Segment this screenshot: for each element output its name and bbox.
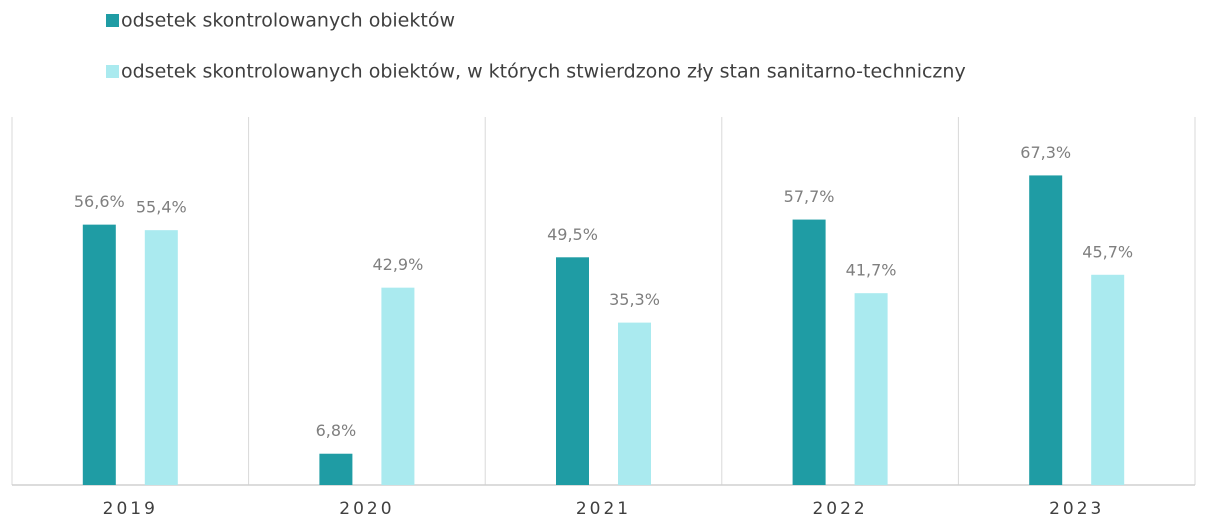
data-label: 67,3%: [1020, 143, 1071, 162]
bar: [792, 219, 826, 485]
bar: [618, 322, 651, 485]
x-tick-label: 2021: [576, 499, 631, 519]
data-label: 35,3%: [609, 290, 660, 309]
bar: [1091, 274, 1125, 485]
legend-label: odsetek skontrolowanych obiektów, w któr…: [121, 61, 966, 83]
bar: [381, 287, 415, 485]
legend-swatch: [106, 65, 119, 78]
x-tick-label: 2019: [103, 499, 158, 519]
data-label: 45,7%: [1082, 242, 1133, 261]
x-tick-label: 2023: [1049, 499, 1104, 519]
data-label: 41,7%: [846, 261, 897, 280]
x-tick-label: 2022: [812, 499, 867, 519]
legend-label: odsetek skontrolowanych obiektów: [121, 10, 455, 32]
bar: [144, 230, 178, 485]
data-label: 55,4%: [136, 198, 187, 217]
data-label: 6,8%: [316, 421, 357, 440]
bar: [319, 453, 353, 485]
data-label: 42,9%: [372, 255, 423, 274]
bar: [82, 224, 116, 485]
legend-swatch: [106, 14, 119, 27]
x-tick-label: 2020: [339, 499, 394, 519]
data-label: 56,6%: [74, 192, 125, 211]
data-label: 49,5%: [547, 225, 598, 244]
bar: [854, 293, 888, 485]
bar: [1029, 175, 1063, 486]
data-label: 57,7%: [784, 187, 835, 206]
bar: [556, 257, 589, 485]
